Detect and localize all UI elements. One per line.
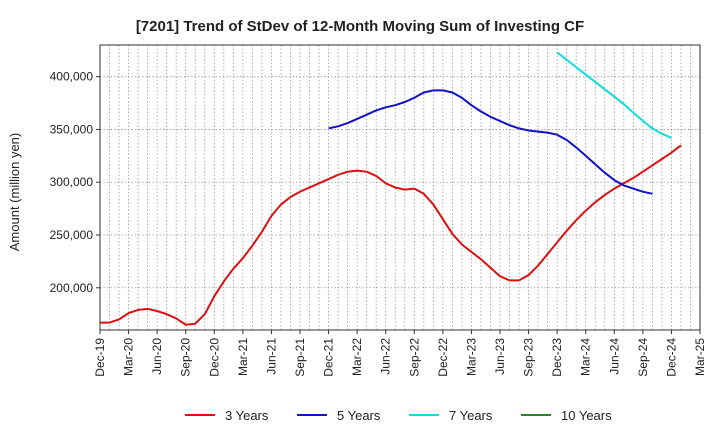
plot-area: 200,000 250,000 300,000 350,000 400,000 Dec-1… [50, 44, 707, 377]
x-tick-label: Dec-24 [664, 338, 678, 377]
legend: 3 Years 5 Years 7 Years 10 Years [185, 408, 612, 423]
legend-label-2: 5 Years [337, 408, 381, 423]
legend-label-1: 3 Years [225, 408, 269, 423]
plot-border [99, 44, 701, 331]
x-tick-label: Sep-20 [179, 338, 193, 377]
y-tick-label: 250,000 [50, 228, 94, 242]
x-tick-label: Mar-22 [350, 338, 364, 376]
series-line-1 [100, 144, 682, 326]
x-tick-label: Sep-21 [293, 338, 307, 377]
series-line-3 [556, 51, 672, 139]
x-tick-label: Jun-23 [493, 338, 507, 375]
x-tick-label: Dec-22 [436, 338, 450, 377]
y-axis-label: Amount (million yen) [7, 133, 22, 252]
x-tick-label: Dec-19 [93, 338, 107, 377]
x-tick-label: Sep-22 [407, 338, 421, 377]
x-tick-label: Dec-21 [322, 338, 336, 377]
x-tick-label: Jun-20 [150, 338, 164, 375]
x-tick-label: Jun-24 [607, 338, 621, 375]
x-tick-label: Dec-20 [207, 338, 221, 377]
y-tick-label: 200,000 [50, 281, 94, 295]
x-tick-label: Mar-21 [236, 338, 250, 376]
x-tick-label: Jun-21 [264, 338, 278, 375]
plot-background [100, 45, 700, 330]
y-tick-label: 350,000 [50, 122, 94, 136]
x-tick-label: Sep-23 [522, 338, 536, 377]
x-tick-label: Mar-20 [122, 338, 136, 376]
x-tick-label: Dec-23 [550, 338, 564, 377]
x-tick-label: Sep-24 [636, 338, 650, 377]
x-tick-label: Jun-22 [379, 338, 393, 375]
legend-label-3: 7 Years [449, 408, 493, 423]
y-tick-label: 400,000 [50, 70, 94, 84]
chart-title: [7201] Trend of StDev of 12-Month Moving… [136, 18, 584, 35]
series-line-2 [328, 89, 653, 195]
y-tick-label: 300,000 [50, 175, 94, 189]
x-tick-label: Mar-23 [464, 338, 478, 376]
x-tick-label: Mar-24 [579, 338, 593, 376]
legend-label-4: 10 Years [561, 408, 612, 423]
x-tick-label: Mar-25 [693, 338, 707, 376]
